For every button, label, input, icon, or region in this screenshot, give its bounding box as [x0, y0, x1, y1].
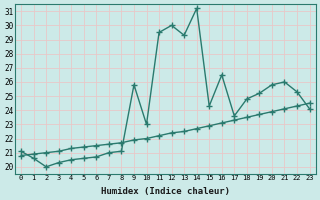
- X-axis label: Humidex (Indice chaleur): Humidex (Indice chaleur): [101, 187, 230, 196]
